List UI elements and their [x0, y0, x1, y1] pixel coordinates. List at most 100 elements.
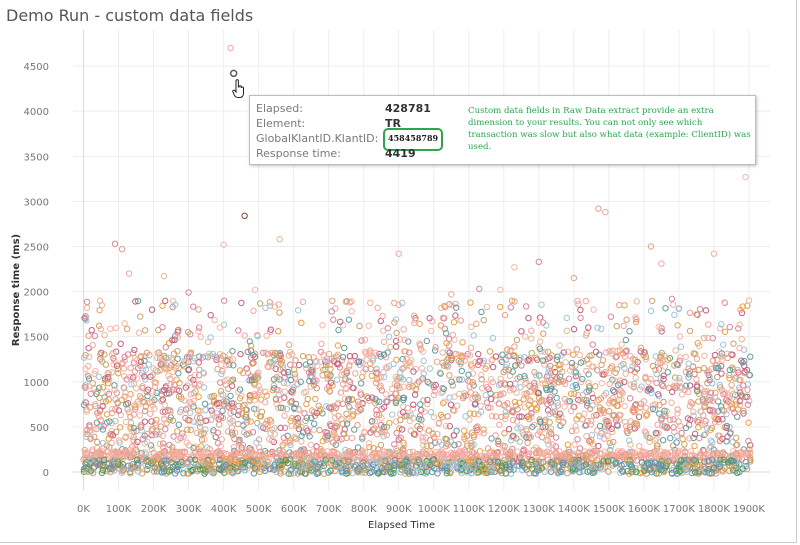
data-point[interactable] [87, 457, 94, 464]
data-point[interactable] [624, 457, 631, 465]
data-point[interactable] [443, 436, 451, 443]
data-point[interactable] [218, 436, 226, 443]
data-point[interactable] [85, 332, 92, 339]
data-point[interactable] [108, 448, 115, 456]
data-point[interactable] [554, 353, 561, 360]
data-point[interactable] [239, 441, 247, 449]
data-point[interactable] [384, 324, 391, 332]
data-point[interactable] [590, 306, 597, 313]
data-point[interactable] [671, 382, 678, 389]
data-point[interactable] [747, 353, 754, 360]
data-point[interactable] [356, 322, 363, 330]
data-point[interactable] [381, 468, 388, 476]
data-point[interactable] [507, 384, 514, 391]
data-point[interactable] [159, 302, 166, 310]
data-point[interactable] [601, 448, 608, 455]
data-point[interactable] [210, 429, 217, 436]
data-point[interactable] [745, 297, 753, 304]
data-point[interactable] [123, 325, 131, 333]
data-point[interactable] [611, 388, 618, 395]
data-point[interactable] [281, 424, 289, 432]
data-point[interactable] [130, 349, 137, 357]
data-point[interactable] [618, 467, 626, 475]
data-point[interactable] [314, 469, 322, 477]
data-point[interactable] [480, 357, 488, 364]
data-point[interactable] [190, 403, 197, 410]
data-point[interactable] [693, 355, 701, 363]
data-point[interactable] [708, 380, 716, 387]
data-point[interactable] [227, 410, 234, 417]
data-point[interactable] [193, 460, 200, 468]
data-point[interactable] [466, 352, 474, 359]
data-point[interactable] [377, 317, 384, 325]
data-point[interactable] [363, 462, 370, 470]
data-point[interactable] [449, 382, 456, 389]
data-point[interactable] [165, 372, 172, 379]
data-point[interactable] [471, 410, 478, 418]
data-point[interactable] [574, 436, 581, 443]
data-point[interactable] [442, 422, 450, 430]
data-point[interactable] [113, 428, 120, 436]
data-point[interactable] [190, 418, 198, 425]
data-point[interactable] [92, 367, 99, 375]
data-point[interactable] [89, 341, 96, 349]
data-point[interactable] [195, 324, 203, 331]
data-point[interactable] [91, 332, 99, 340]
data-point[interactable] [101, 331, 108, 339]
data-point[interactable] [98, 450, 105, 457]
data-point[interactable] [264, 423, 271, 430]
data-point[interactable] [137, 313, 144, 320]
data-point[interactable] [666, 354, 674, 362]
data-point[interactable] [738, 309, 746, 317]
data-point[interactable] [340, 430, 348, 438]
data-point[interactable] [681, 449, 689, 457]
data-point[interactable] [538, 426, 546, 433]
data-point[interactable] [741, 357, 748, 365]
data-point[interactable] [598, 380, 605, 387]
data-point[interactable] [608, 363, 616, 370]
data-point[interactable] [536, 398, 543, 406]
data-point[interactable] [627, 441, 634, 448]
data-point[interactable] [438, 450, 445, 457]
data-point[interactable] [368, 372, 375, 380]
data-point[interactable] [694, 340, 701, 347]
data-point[interactable] [719, 435, 726, 443]
data-point[interactable] [541, 418, 548, 426]
data-point[interactable] [576, 445, 584, 452]
data-point[interactable] [531, 385, 539, 392]
data-point[interactable] [517, 354, 524, 361]
data-point[interactable] [456, 376, 463, 383]
data-point[interactable] [563, 450, 571, 458]
data-point[interactable] [549, 452, 557, 459]
data-point[interactable] [609, 399, 617, 406]
data-point[interactable] [107, 325, 114, 332]
data-point[interactable] [495, 438, 502, 445]
data-point[interactable] [95, 413, 103, 421]
data-point[interactable] [705, 457, 712, 465]
data-point[interactable] [696, 434, 703, 442]
data-point[interactable] [658, 466, 665, 473]
data-point[interactable] [539, 433, 546, 441]
data-point[interactable] [546, 410, 553, 418]
data-point[interactable] [365, 394, 372, 402]
data-point[interactable] [662, 305, 669, 312]
data-point[interactable] [631, 449, 639, 457]
data-point[interactable] [82, 313, 89, 320]
data-point[interactable] [224, 357, 231, 365]
data-point[interactable] [175, 326, 182, 334]
data-point[interactable] [717, 353, 724, 360]
data-point[interactable] [402, 348, 409, 355]
data-point[interactable] [642, 353, 650, 361]
data-point[interactable] [658, 416, 665, 423]
data-point[interactable] [586, 449, 594, 457]
data-point[interactable] [324, 371, 331, 378]
data-point[interactable] [613, 366, 621, 373]
data-point[interactable] [214, 450, 221, 458]
data-point[interactable] [85, 383, 93, 390]
data-point[interactable] [439, 388, 446, 396]
data-point[interactable] [566, 398, 574, 405]
data-point[interactable] [416, 320, 423, 327]
data-point[interactable] [739, 359, 746, 366]
data-point[interactable] [327, 379, 335, 386]
data-point[interactable] [386, 419, 393, 427]
